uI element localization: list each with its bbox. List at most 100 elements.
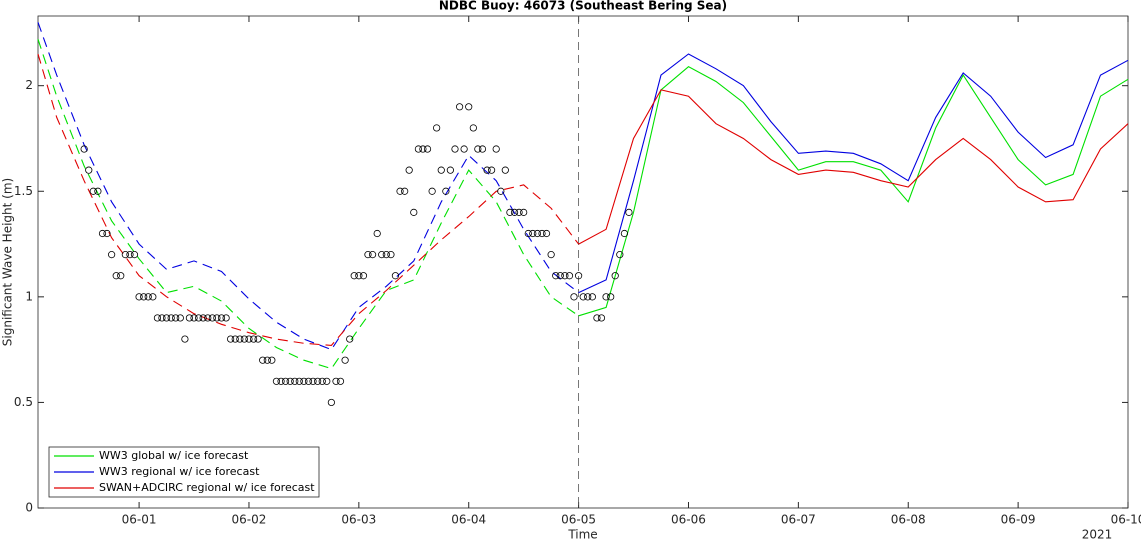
x-tick-label: 06-05 — [561, 513, 596, 527]
y-tick-label: 1 — [25, 289, 33, 303]
observation-point — [433, 124, 441, 132]
observation-point — [474, 145, 482, 153]
observation-point — [625, 208, 633, 216]
observation-point — [533, 229, 542, 238]
observation-point — [359, 272, 368, 280]
observation-point — [597, 314, 606, 322]
y-tick-label: 0 — [25, 501, 33, 515]
observation-point — [575, 272, 583, 280]
observation-point — [176, 314, 184, 322]
observation-point — [149, 293, 157, 301]
observation-point — [195, 314, 203, 322]
observation-point — [570, 293, 578, 301]
observation-point — [437, 166, 445, 174]
x-tick-label: 06-03 — [341, 513, 376, 527]
observation-point — [135, 293, 143, 301]
observation-point — [556, 272, 564, 280]
observation-point — [272, 377, 281, 385]
x-tick-label: 06-10 — [1111, 513, 1141, 527]
observation-point — [263, 356, 271, 364]
observation-point — [236, 335, 244, 343]
observation-point — [401, 187, 409, 195]
observation-point — [126, 251, 134, 259]
observation-point — [584, 293, 592, 301]
hindcast-line — [37, 53, 580, 346]
observation-point — [259, 356, 267, 364]
observation-point — [611, 272, 619, 280]
observation-point — [428, 187, 436, 195]
observation-point — [167, 314, 175, 322]
observation-point — [213, 314, 221, 322]
legend-label: SWAN+ADCIRC regional w/ ice forecast — [99, 481, 315, 494]
observation-point — [158, 314, 166, 322]
observation-point — [616, 251, 624, 259]
y-tick-label: 0.5 — [14, 395, 33, 409]
observation-point — [487, 166, 496, 174]
observation-point — [456, 103, 464, 111]
observation-point — [501, 166, 509, 174]
observation-point — [332, 377, 340, 385]
observation-point — [547, 251, 555, 259]
x-tick-label: 06-04 — [451, 513, 486, 527]
observation-point — [103, 229, 111, 238]
observation-point — [314, 377, 322, 385]
y-axis-label: Significant Wave Height (m) — [1, 178, 15, 346]
observation-point — [181, 335, 189, 343]
observation-point — [350, 272, 358, 280]
observation-point — [323, 377, 331, 385]
observation-point — [405, 166, 413, 174]
observation-point — [469, 124, 477, 132]
observation-point — [208, 314, 216, 322]
plot-area — [37, 15, 1129, 509]
observation-point — [460, 145, 468, 153]
observation-point — [410, 208, 418, 216]
observation-point — [419, 145, 427, 153]
observation-point — [506, 208, 514, 216]
observation-point — [515, 208, 523, 216]
observation-point — [368, 251, 377, 259]
observation-point — [217, 314, 226, 322]
observation-point — [304, 377, 313, 385]
observation-point — [268, 356, 276, 364]
observation-point — [172, 314, 180, 322]
observation-point — [291, 377, 299, 385]
observation-point — [593, 314, 601, 322]
observation-point — [382, 251, 390, 259]
observation-point — [153, 314, 162, 322]
observation-point — [341, 356, 349, 364]
observation-point — [185, 314, 194, 322]
observation-point — [451, 145, 459, 153]
legend-label: WW3 global w/ ice forecast — [99, 449, 249, 462]
observation-point — [396, 187, 404, 195]
observation-point — [227, 335, 235, 343]
observation-point — [144, 293, 152, 301]
observation-point — [89, 187, 97, 195]
observation-point — [281, 377, 290, 385]
observation-point — [364, 251, 372, 259]
observation-point — [414, 145, 423, 153]
observation-point — [130, 251, 139, 259]
y-tick-label: 2 — [25, 78, 33, 92]
observation-point — [423, 145, 432, 153]
observation-point — [85, 166, 93, 174]
observation-point — [277, 377, 285, 385]
observation-point — [336, 377, 345, 385]
observation-point — [510, 208, 519, 216]
observation-point — [620, 229, 629, 238]
observation-point — [588, 293, 596, 301]
observation-point — [300, 377, 308, 385]
observation-point — [117, 272, 125, 280]
observation-point — [607, 293, 615, 301]
observation-point — [492, 145, 500, 153]
observation-point — [520, 208, 528, 216]
observation-point — [602, 293, 610, 301]
observation-point — [162, 314, 171, 322]
observation-point — [108, 251, 116, 259]
observation-point — [442, 187, 450, 195]
observation-point — [373, 229, 381, 238]
observation-point — [245, 335, 253, 343]
observation-point — [561, 272, 569, 280]
observation-point — [249, 335, 258, 343]
x-tick-label: 06-07 — [781, 513, 816, 527]
